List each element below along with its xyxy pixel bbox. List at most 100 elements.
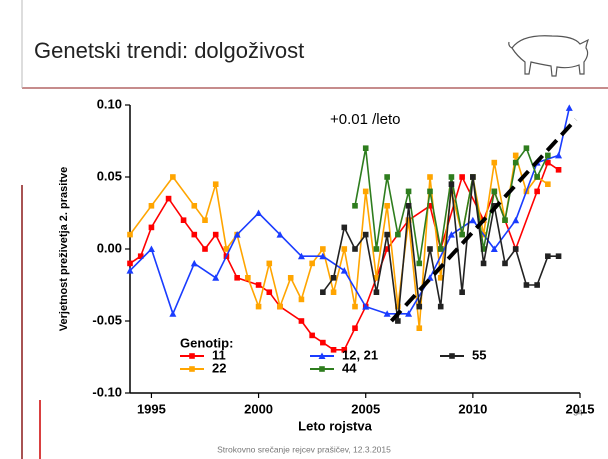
point bbox=[395, 318, 401, 324]
point bbox=[298, 296, 305, 303]
point bbox=[395, 303, 401, 310]
series bbox=[126, 104, 573, 317]
point bbox=[555, 167, 562, 173]
point bbox=[437, 275, 444, 281]
legend-title: Genotip: bbox=[180, 335, 233, 350]
point bbox=[352, 246, 358, 252]
point bbox=[320, 339, 326, 346]
legend-item: 55 bbox=[440, 347, 486, 362]
point bbox=[191, 231, 198, 238]
point bbox=[490, 245, 498, 252]
point bbox=[448, 181, 455, 187]
point bbox=[202, 246, 208, 252]
point bbox=[148, 203, 155, 209]
point bbox=[427, 246, 433, 252]
point bbox=[362, 303, 370, 310]
point bbox=[405, 188, 412, 195]
point bbox=[330, 289, 337, 295]
point bbox=[384, 246, 390, 252]
pig-icon bbox=[508, 35, 590, 77]
point bbox=[395, 231, 401, 238]
point bbox=[565, 104, 573, 111]
legend-item: 11 bbox=[180, 347, 226, 362]
legend-marker bbox=[318, 352, 326, 359]
point bbox=[427, 188, 433, 195]
point bbox=[427, 203, 433, 209]
point bbox=[148, 224, 155, 231]
page-number: 34 bbox=[573, 407, 583, 417]
point bbox=[330, 347, 337, 353]
series bbox=[352, 145, 551, 267]
legend-label: 44 bbox=[342, 360, 357, 375]
point bbox=[330, 275, 337, 281]
point bbox=[165, 195, 172, 202]
point bbox=[459, 231, 465, 238]
y-tick-label: 0.10 bbox=[97, 96, 122, 111]
point bbox=[523, 282, 530, 288]
legend-marker bbox=[449, 353, 455, 359]
y-tick-label: -0.05 bbox=[92, 312, 122, 327]
annotation: +0.01 /leto bbox=[330, 111, 400, 128]
point bbox=[534, 174, 540, 180]
x-axis-label: Leto rojstva bbox=[298, 418, 372, 433]
point bbox=[341, 246, 348, 252]
series-line bbox=[129, 107, 571, 317]
point bbox=[416, 325, 423, 331]
point bbox=[459, 289, 465, 295]
point bbox=[362, 145, 369, 151]
point bbox=[427, 174, 433, 180]
point bbox=[480, 246, 487, 252]
point bbox=[277, 303, 283, 310]
point bbox=[127, 231, 133, 238]
y-tick-label: -0.10 bbox=[92, 384, 122, 399]
point bbox=[373, 289, 380, 295]
point bbox=[362, 188, 369, 195]
legend-marker bbox=[189, 353, 195, 359]
point bbox=[180, 217, 187, 223]
point bbox=[373, 246, 380, 252]
point bbox=[384, 174, 390, 180]
x-tick-label: 2010 bbox=[458, 401, 487, 416]
point bbox=[309, 332, 315, 339]
point bbox=[352, 303, 358, 310]
point bbox=[447, 231, 455, 238]
point bbox=[512, 246, 519, 252]
point bbox=[469, 216, 477, 224]
point bbox=[480, 260, 487, 267]
point bbox=[223, 246, 230, 252]
x-tick-label: 2005 bbox=[351, 401, 380, 416]
point bbox=[459, 174, 465, 180]
point bbox=[255, 209, 263, 216]
point bbox=[341, 224, 348, 231]
point bbox=[297, 252, 305, 260]
point bbox=[266, 260, 273, 267]
point bbox=[512, 159, 519, 166]
legend-item: 22 bbox=[180, 360, 226, 375]
point bbox=[384, 203, 390, 209]
point bbox=[212, 231, 219, 238]
point bbox=[555, 253, 562, 259]
point bbox=[319, 252, 327, 260]
point bbox=[534, 188, 540, 195]
point bbox=[534, 282, 540, 288]
point bbox=[191, 203, 198, 209]
point bbox=[470, 174, 476, 180]
y-tick-label: 0.00 bbox=[97, 240, 122, 255]
legend-marker bbox=[189, 366, 195, 372]
point bbox=[309, 260, 315, 267]
point bbox=[352, 203, 358, 209]
point bbox=[362, 231, 369, 238]
point bbox=[126, 267, 134, 274]
point bbox=[545, 181, 551, 187]
point bbox=[555, 151, 563, 159]
point bbox=[320, 289, 326, 295]
point bbox=[202, 217, 208, 223]
x-tick-label: 2015 bbox=[566, 401, 595, 416]
point bbox=[405, 217, 412, 223]
point bbox=[405, 203, 412, 209]
legend-marker bbox=[319, 366, 325, 372]
point bbox=[523, 145, 530, 151]
point bbox=[373, 275, 380, 281]
